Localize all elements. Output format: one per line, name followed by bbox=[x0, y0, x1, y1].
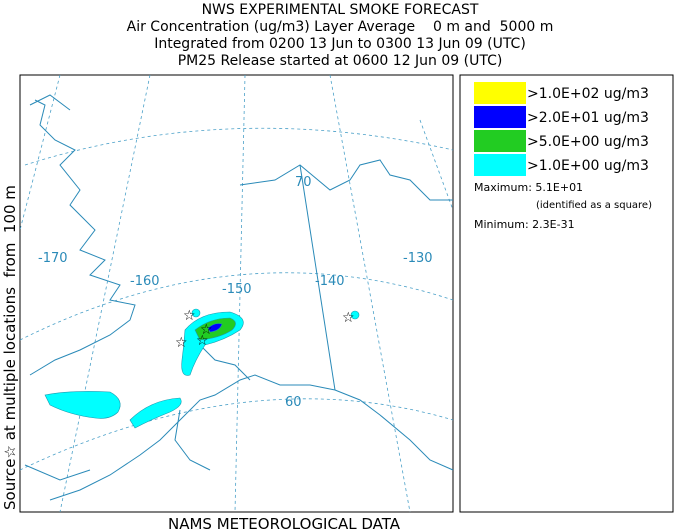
footer: NAMS METEOROLOGICAL DATA bbox=[168, 515, 401, 532]
sources: ☆☆☆☆☆ bbox=[175, 308, 355, 351]
legend-swatch bbox=[474, 154, 526, 176]
header-line: NWS EXPERIMENTAL SMOKE FORECAST bbox=[202, 2, 479, 18]
graticule-label: -140 bbox=[315, 274, 345, 289]
svg-text:☆: ☆ bbox=[200, 322, 213, 338]
graticule-label: -170 bbox=[38, 251, 68, 266]
header-line: PM25 Release started at 0600 12 Jun 09 (… bbox=[178, 53, 503, 69]
legend-swatch bbox=[474, 130, 526, 152]
legend-maximum: Maximum: 5.1E+01 bbox=[474, 181, 583, 194]
graticule-label: 60 bbox=[285, 395, 302, 410]
graticule-label: 70 bbox=[295, 175, 312, 190]
graticule-label: -130 bbox=[403, 251, 433, 266]
coastline bbox=[24, 94, 454, 501]
header-line: Integrated from 0200 13 Jun to 0300 13 J… bbox=[154, 36, 526, 52]
svg-text:☆: ☆ bbox=[196, 333, 209, 349]
side-label: Source☆ at multiple locations from 100 m bbox=[1, 185, 19, 510]
legend-swatch bbox=[474, 106, 526, 128]
legend-label: >1.0E+02 ug/m3 bbox=[527, 86, 649, 102]
header-line: Air Concentration (ug/m3) Layer Average … bbox=[127, 19, 554, 35]
legend-label: >5.0E+00 ug/m3 bbox=[527, 134, 649, 150]
legend-label: >1.0E+00 ug/m3 bbox=[527, 158, 649, 174]
svg-text:☆: ☆ bbox=[175, 335, 188, 351]
legend-label: >2.0E+01 ug/m3 bbox=[527, 110, 649, 126]
graticule-label: -160 bbox=[130, 274, 160, 289]
svg-text:☆: ☆ bbox=[183, 308, 196, 324]
legend-swatch bbox=[474, 82, 526, 104]
legend-minimum: Minimum: 2.3E-31 bbox=[474, 218, 575, 231]
svg-text:☆: ☆ bbox=[342, 310, 355, 326]
legend-maximum-note: (identified as a square) bbox=[536, 200, 652, 211]
graticule-label: -150 bbox=[222, 282, 252, 297]
graticule bbox=[19, 74, 454, 513]
plume bbox=[44, 308, 360, 429]
